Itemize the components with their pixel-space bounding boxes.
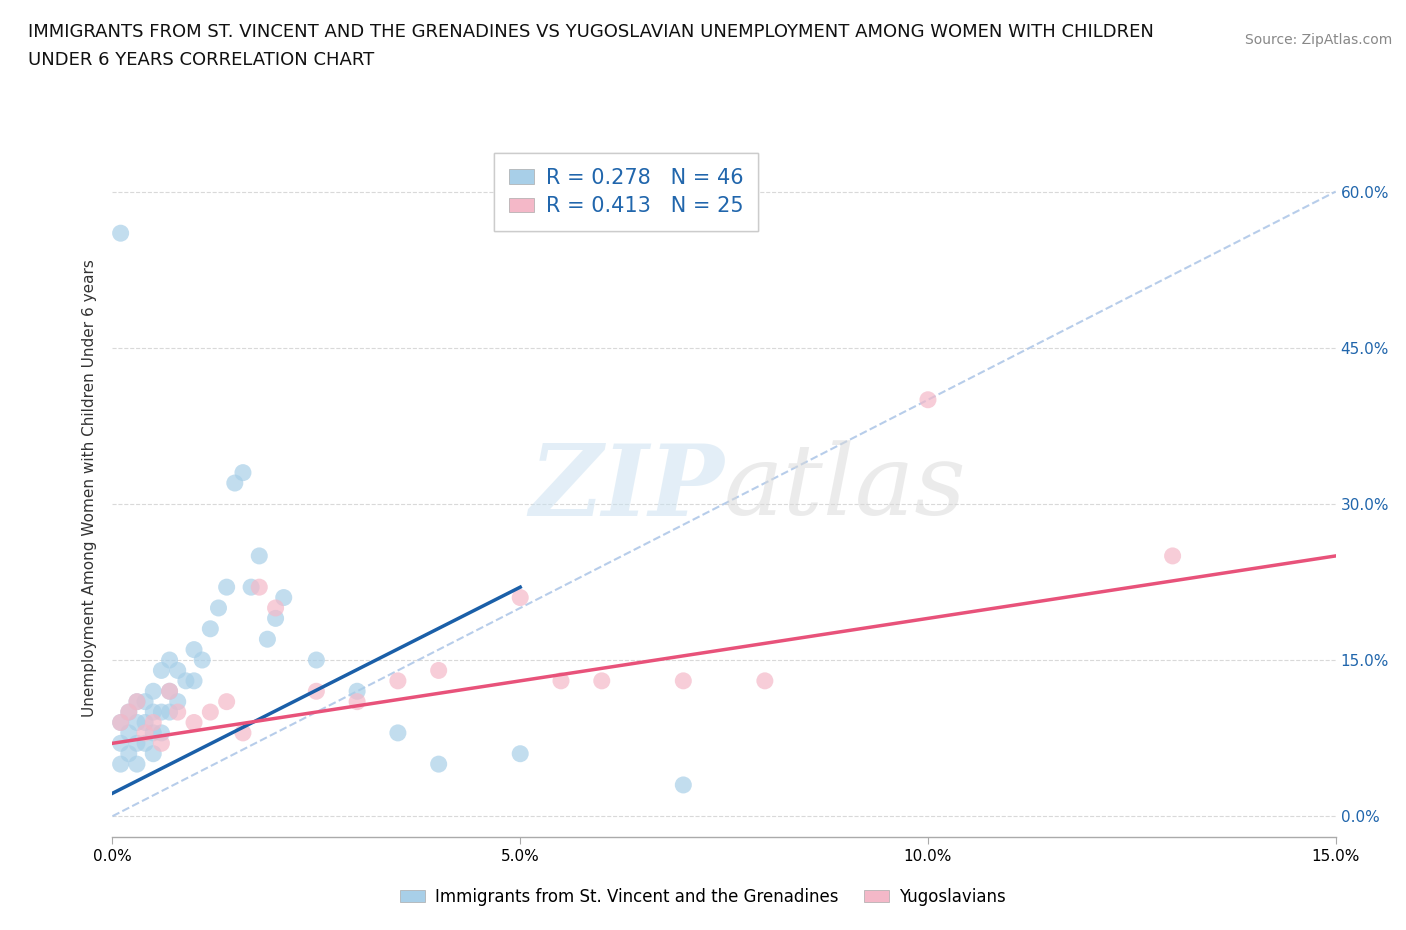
Point (166, 663, 188, 678)
Point (134, 715, 156, 730)
Point (183, 643, 205, 658)
Legend: R = 0.278   N = 46, R = 0.413   N = 25: R = 0.278 N = 46, R = 0.413 N = 25 (494, 153, 758, 231)
Point (672, 673, 695, 688)
Point (110, 736, 132, 751)
Point (142, 705, 165, 720)
Point (224, 475, 246, 490)
Point (427, 757, 450, 772)
Point (247, 549, 270, 564)
Text: IMMIGRANTS FROM ST. VINCENT AND THE GRENADINES VS YUGOSLAVIAN UNEMPLOYMENT AMONG: IMMIGRANTS FROM ST. VINCENT AND THE GREN… (28, 23, 1154, 41)
Point (125, 736, 148, 751)
Point (346, 684, 368, 698)
Point (256, 631, 278, 646)
Text: Source: ZipAtlas.com: Source: ZipAtlas.com (1244, 33, 1392, 46)
Point (150, 663, 173, 678)
Point (134, 736, 156, 751)
Point (200, 705, 222, 720)
Text: atlas: atlas (724, 441, 967, 536)
Point (305, 684, 328, 698)
Point (125, 694, 148, 709)
Point (387, 673, 409, 688)
Point (110, 226, 132, 241)
Point (550, 673, 572, 688)
Point (509, 591, 531, 605)
Point (672, 777, 695, 792)
Point (159, 653, 181, 668)
Point (509, 746, 531, 761)
Point (247, 579, 270, 594)
Point (191, 653, 214, 668)
Point (150, 705, 173, 720)
Point (142, 725, 165, 740)
Point (215, 694, 238, 709)
Point (240, 579, 263, 594)
Text: ZIP: ZIP (529, 440, 724, 537)
Point (200, 621, 222, 636)
Point (142, 746, 165, 761)
Point (118, 746, 141, 761)
Point (125, 694, 148, 709)
Legend: Immigrants from St. Vincent and the Grenadines, Yugoslavians: Immigrants from St. Vincent and the Gren… (394, 881, 1012, 912)
Point (110, 715, 132, 730)
Point (110, 757, 132, 772)
Point (150, 725, 173, 740)
Point (215, 579, 238, 594)
Point (346, 694, 368, 709)
Point (591, 673, 613, 688)
Point (166, 694, 188, 709)
Point (134, 725, 156, 740)
Y-axis label: Unemployment Among Women with Children Under 6 years: Unemployment Among Women with Children U… (82, 259, 97, 717)
Text: UNDER 6 YEARS CORRELATION CHART: UNDER 6 YEARS CORRELATION CHART (28, 51, 374, 69)
Point (125, 757, 148, 772)
Point (159, 684, 181, 698)
Point (1161, 549, 1184, 564)
Point (159, 684, 181, 698)
Point (427, 663, 450, 678)
Point (118, 705, 141, 720)
Point (387, 725, 409, 740)
Point (150, 736, 173, 751)
Point (264, 601, 287, 616)
Point (917, 392, 939, 407)
Point (754, 673, 776, 688)
Point (142, 715, 165, 730)
Point (134, 694, 156, 709)
Point (174, 673, 197, 688)
Point (142, 684, 165, 698)
Point (166, 705, 188, 720)
Point (232, 725, 254, 740)
Point (118, 705, 141, 720)
Point (305, 653, 328, 668)
Point (159, 705, 181, 720)
Point (183, 715, 205, 730)
Point (264, 611, 287, 626)
Point (110, 715, 132, 730)
Point (125, 715, 148, 730)
Point (232, 465, 254, 480)
Point (207, 601, 229, 616)
Point (183, 673, 205, 688)
Point (273, 591, 295, 605)
Point (118, 725, 141, 740)
